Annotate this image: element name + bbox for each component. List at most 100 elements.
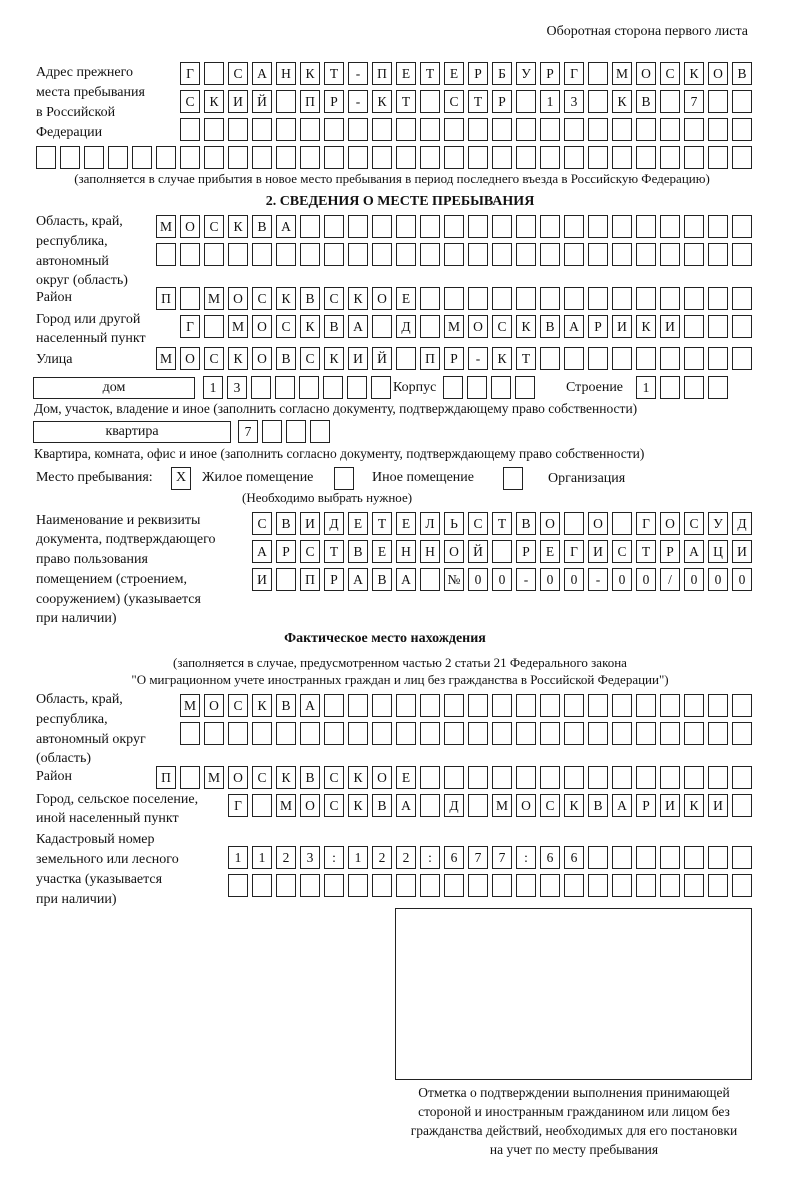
char-cell[interactable] [396, 722, 416, 745]
char-cell[interactable]: М [444, 315, 464, 338]
char-cell[interactable]: О [372, 287, 392, 310]
char-cell[interactable] [636, 347, 656, 370]
char-cell[interactable]: И [252, 568, 272, 591]
char-cell[interactable]: К [252, 694, 272, 717]
char-cell[interactable] [708, 347, 728, 370]
char-cell[interactable] [372, 874, 392, 897]
char-cell[interactable] [492, 287, 512, 310]
char-cell[interactable]: С [252, 766, 272, 789]
char-cell[interactable] [708, 215, 728, 238]
char-cell[interactable] [612, 215, 632, 238]
char-cell[interactable] [372, 215, 392, 238]
region-row-2[interactable] [156, 243, 752, 266]
char-cell[interactable] [612, 512, 632, 535]
char-cell[interactable]: В [252, 215, 272, 238]
char-cell[interactable]: 3 [227, 376, 247, 399]
char-cell[interactable] [276, 874, 296, 897]
char-cell[interactable] [252, 118, 272, 141]
char-cell[interactable] [204, 243, 224, 266]
char-cell[interactable] [300, 243, 320, 266]
char-cell[interactable] [588, 90, 608, 113]
char-cell[interactable] [515, 376, 535, 399]
char-cell[interactable] [540, 243, 560, 266]
char-cell[interactable] [660, 90, 680, 113]
char-cell[interactable] [467, 376, 487, 399]
char-cell[interactable]: С [324, 766, 344, 789]
char-cell[interactable]: В [300, 287, 320, 310]
char-cell[interactable] [396, 215, 416, 238]
char-cell[interactable]: Ц [708, 540, 728, 563]
char-cell[interactable]: К [324, 347, 344, 370]
char-cell[interactable] [540, 347, 560, 370]
char-cell[interactable]: У [708, 512, 728, 535]
char-cell[interactable]: К [348, 766, 368, 789]
char-cell[interactable] [396, 243, 416, 266]
char-cell[interactable] [180, 287, 200, 310]
char-cell[interactable] [372, 694, 392, 717]
char-cell[interactable]: И [660, 794, 680, 817]
char-cell[interactable] [612, 874, 632, 897]
char-cell[interactable] [324, 874, 344, 897]
char-cell[interactable] [275, 376, 295, 399]
char-cell[interactable]: 1 [252, 846, 272, 869]
char-cell[interactable] [228, 118, 248, 141]
char-cell[interactable] [636, 874, 656, 897]
char-cell[interactable] [492, 694, 512, 717]
char-cell[interactable]: С [468, 512, 488, 535]
char-cell[interactable]: - [588, 568, 608, 591]
char-cell[interactable] [444, 215, 464, 238]
char-cell[interactable]: О [300, 794, 320, 817]
char-cell[interactable] [372, 118, 392, 141]
char-cell[interactable] [540, 722, 560, 745]
char-cell[interactable] [540, 694, 560, 717]
char-cell[interactable] [732, 118, 752, 141]
char-cell[interactable]: К [300, 62, 320, 85]
char-cell[interactable]: 1 [228, 846, 248, 869]
char-cell[interactable] [444, 118, 464, 141]
char-cell[interactable] [252, 794, 272, 817]
char-cell[interactable] [708, 376, 728, 399]
char-cell[interactable] [347, 376, 367, 399]
char-cell[interactable]: В [636, 90, 656, 113]
char-cell[interactable] [348, 215, 368, 238]
char-cell[interactable] [444, 243, 464, 266]
char-cell[interactable] [516, 90, 536, 113]
char-cell[interactable]: Е [396, 287, 416, 310]
char-cell[interactable] [684, 874, 704, 897]
char-cell[interactable] [276, 118, 296, 141]
char-cell[interactable] [228, 874, 248, 897]
char-cell[interactable] [684, 215, 704, 238]
char-cell[interactable] [588, 722, 608, 745]
char-cell[interactable] [420, 722, 440, 745]
char-cell[interactable]: С [276, 315, 296, 338]
char-cell[interactable]: Б [492, 62, 512, 85]
char-cell[interactable]: С [204, 215, 224, 238]
char-cell[interactable] [420, 568, 440, 591]
char-cell[interactable] [300, 874, 320, 897]
char-cell[interactable]: С [180, 90, 200, 113]
char-cell[interactable] [371, 376, 391, 399]
char-cell[interactable]: К [516, 315, 536, 338]
char-cell[interactable] [468, 118, 488, 141]
char-cell[interactable] [564, 243, 584, 266]
char-cell[interactable]: Р [636, 794, 656, 817]
char-cell[interactable] [660, 347, 680, 370]
char-cell[interactable] [324, 694, 344, 717]
char-cell[interactable] [180, 766, 200, 789]
char-cell[interactable] [372, 315, 392, 338]
char-cell[interactable] [516, 146, 536, 169]
char-cell[interactable]: 0 [468, 568, 488, 591]
char-cell[interactable]: П [420, 347, 440, 370]
char-cell[interactable]: С [324, 794, 344, 817]
char-cell[interactable]: Й [372, 347, 392, 370]
char-cell[interactable] [564, 694, 584, 717]
char-cell[interactable] [564, 146, 584, 169]
house-type-field[interactable]: дом [33, 377, 195, 399]
char-cell[interactable]: Н [420, 540, 440, 563]
char-cell[interactable]: О [228, 766, 248, 789]
char-cell[interactable] [660, 376, 680, 399]
